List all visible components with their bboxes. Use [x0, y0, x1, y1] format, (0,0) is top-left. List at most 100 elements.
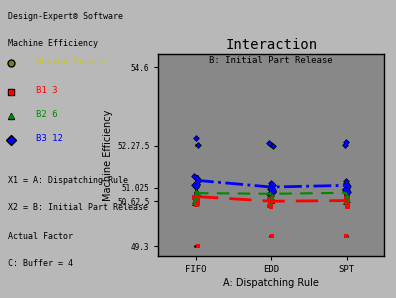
Point — [192, 188, 199, 193]
Point — [195, 193, 201, 198]
Point — [266, 196, 272, 201]
Point — [267, 185, 274, 190]
Point — [191, 198, 198, 203]
Point — [343, 234, 349, 238]
Point — [343, 193, 350, 197]
Point — [193, 191, 199, 196]
Point — [269, 190, 276, 195]
X-axis label: A: Dispatching Rule: A: Dispatching Rule — [223, 278, 319, 288]
Point — [193, 136, 200, 140]
Point — [344, 191, 350, 195]
Point — [267, 180, 274, 185]
Point — [343, 188, 349, 193]
Point — [267, 180, 274, 185]
Point — [342, 200, 348, 205]
Point — [269, 198, 276, 203]
Point — [194, 190, 201, 195]
Text: Design Points: Design Points — [36, 57, 106, 66]
Point — [192, 200, 198, 205]
Point — [345, 196, 351, 201]
Point — [344, 201, 350, 206]
Point — [268, 196, 275, 201]
Point — [266, 141, 272, 145]
Point — [270, 182, 276, 187]
Point — [193, 142, 199, 147]
Point — [267, 201, 273, 206]
Point — [193, 176, 200, 180]
Point — [192, 194, 199, 198]
Point — [193, 193, 199, 198]
Point — [194, 193, 201, 198]
Text: X1 = A: Dispatching Rule: X1 = A: Dispatching Rule — [8, 176, 128, 185]
Text: B3 12: B3 12 — [36, 134, 63, 143]
Point — [345, 204, 351, 209]
Point — [342, 196, 348, 201]
Point — [193, 180, 200, 185]
Point — [193, 198, 199, 203]
Point — [344, 181, 350, 186]
Point — [268, 204, 274, 209]
Point — [343, 190, 349, 195]
Point — [192, 200, 198, 205]
Text: B: Initial Part Release: B: Initial Part Release — [209, 56, 333, 65]
Point — [194, 142, 201, 147]
Point — [345, 188, 351, 193]
Point — [343, 179, 349, 184]
Point — [344, 196, 350, 201]
Point — [267, 205, 274, 210]
Point — [267, 203, 273, 207]
Point — [344, 193, 350, 198]
Point — [344, 201, 350, 206]
Point — [192, 185, 199, 190]
Point — [267, 200, 273, 205]
Point — [192, 201, 198, 206]
Point — [192, 195, 198, 199]
Point — [344, 182, 350, 187]
Point — [268, 192, 274, 197]
Point — [267, 191, 273, 196]
Point — [343, 194, 350, 198]
Point — [343, 200, 349, 205]
Point — [192, 196, 199, 201]
Point — [266, 196, 272, 201]
Point — [343, 181, 349, 186]
Point — [266, 141, 272, 145]
Point — [268, 201, 274, 206]
Point — [343, 198, 349, 202]
Point — [194, 195, 200, 200]
Point — [344, 188, 350, 193]
Point — [191, 195, 198, 200]
Point — [343, 204, 349, 209]
Point — [193, 198, 199, 203]
Point — [345, 190, 351, 195]
Point — [268, 200, 275, 205]
Point — [193, 191, 200, 195]
Point — [269, 199, 276, 204]
Point — [191, 183, 198, 188]
Point — [345, 188, 351, 193]
Point — [267, 194, 273, 198]
Point — [270, 189, 276, 194]
Point — [343, 199, 349, 204]
Point — [270, 143, 276, 148]
Point — [344, 186, 350, 190]
Text: B2 6: B2 6 — [36, 110, 58, 119]
Point — [343, 188, 350, 193]
Point — [267, 184, 274, 188]
Point — [343, 200, 349, 205]
Point — [193, 201, 200, 205]
Point — [193, 182, 199, 187]
Point — [268, 189, 274, 194]
Point — [342, 142, 348, 147]
Point — [344, 186, 350, 190]
Point — [342, 186, 348, 191]
Point — [269, 186, 275, 190]
Point — [267, 200, 273, 205]
Point — [268, 201, 274, 206]
Point — [345, 196, 351, 201]
Point — [268, 201, 274, 206]
Point — [345, 198, 351, 202]
Point — [269, 186, 275, 190]
Point — [194, 182, 200, 187]
Point — [343, 199, 349, 204]
